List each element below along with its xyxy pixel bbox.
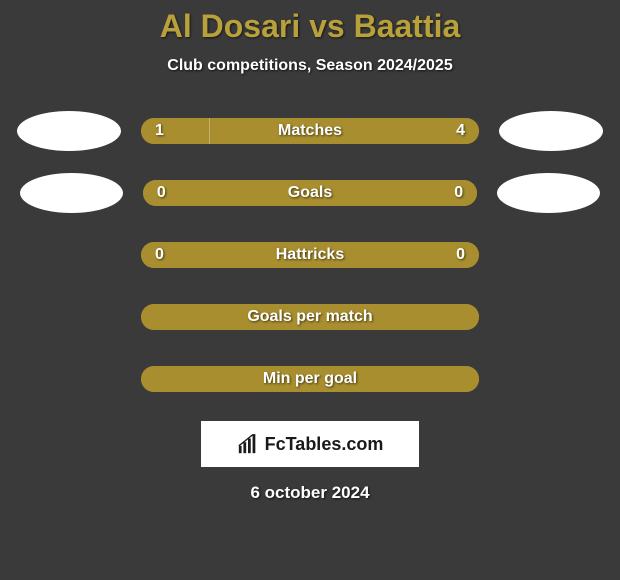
stat-label: Min per goal: [141, 366, 479, 392]
avatar-spacer: [499, 297, 603, 337]
stat-row: Min per goal: [0, 359, 620, 399]
stat-row: 00Hattricks: [0, 235, 620, 275]
stats-list: 14Matches 00Goals 00Hattricks Goals per mat…: [0, 111, 620, 399]
stat-bar: Goals per match: [141, 304, 479, 330]
stat-row: Goals per match: [0, 297, 620, 337]
avatar-spacer: [17, 297, 121, 337]
stat-label: Hattricks: [141, 242, 479, 268]
date: 6 october 2024: [0, 483, 620, 503]
page-title: Al Dosari vs Baattia: [0, 8, 620, 45]
player-avatar-right[interactable]: [497, 173, 600, 213]
stat-label: Goals per match: [141, 304, 479, 330]
avatar-spacer: [17, 359, 121, 399]
logo-box[interactable]: FcTables.com: [201, 421, 419, 467]
logo-text: FcTables.com: [265, 434, 384, 455]
player-avatar-left[interactable]: [17, 111, 121, 151]
player-avatar-left[interactable]: [20, 173, 123, 213]
stat-row: 14Matches: [0, 111, 620, 151]
stat-bar: 14Matches: [141, 118, 479, 144]
stat-bar: 00Hattricks: [141, 242, 479, 268]
stat-label: Goals: [143, 180, 477, 206]
subtitle: Club competitions, Season 2024/2025: [0, 57, 620, 75]
stat-row: 00Goals: [0, 173, 620, 213]
stat-label: Matches: [141, 118, 479, 144]
logo: FcTables.com: [237, 433, 384, 455]
stat-bar: 00Goals: [143, 180, 477, 206]
stat-bar: Min per goal: [141, 366, 479, 392]
avatar-spacer: [17, 235, 121, 275]
bar-chart-icon: [237, 433, 259, 455]
comparison-card: Al Dosari vs Baattia Club competitions, …: [0, 0, 620, 503]
avatar-spacer: [499, 235, 603, 275]
player-avatar-right[interactable]: [499, 111, 603, 151]
avatar-spacer: [499, 359, 603, 399]
